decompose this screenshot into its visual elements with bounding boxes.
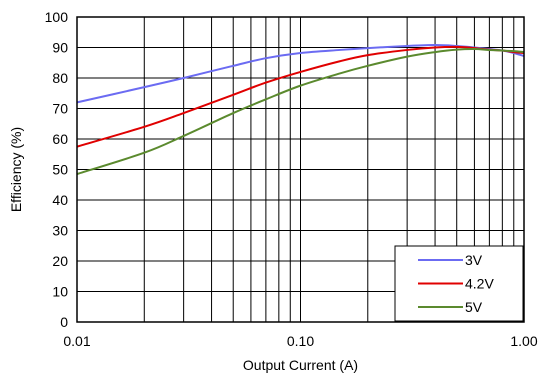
legend-label: 4.2V — [465, 276, 494, 292]
y-tick-label: 10 — [52, 284, 68, 300]
y-tick-label: 70 — [52, 101, 68, 117]
x-tick-label: 0.10 — [287, 333, 314, 349]
x-tick-label: 1.00 — [510, 333, 537, 349]
y-tick-label: 100 — [45, 9, 69, 25]
x-axis-title: Output Current (A) — [243, 357, 358, 373]
tick-labels: 0 10 20 30 40 50 60 70 80 90 100 0.01 0.10 1.00 — [45, 9, 538, 349]
series-lines — [76, 44, 525, 176]
y-tick-label: 50 — [52, 162, 68, 178]
y-tick-label: 80 — [52, 70, 68, 86]
legend: 3V 4.2V 5V — [394, 245, 524, 322]
legend-label: 5V — [465, 299, 483, 315]
y-axis-title: Efficiency (%) — [8, 127, 24, 212]
y-tick-label: 20 — [52, 253, 68, 269]
y-tick-label: 90 — [52, 40, 68, 56]
x-tick-label: 0.01 — [63, 333, 90, 349]
y-tick-label: 0 — [60, 314, 68, 330]
y-tick-label: 60 — [52, 131, 68, 147]
series-line-5v — [76, 48, 525, 176]
y-tick-label: 30 — [52, 223, 68, 239]
y-tick-label: 40 — [52, 192, 68, 208]
plot-area-frame — [76, 16, 525, 323]
legend-label: 3V — [465, 252, 483, 268]
